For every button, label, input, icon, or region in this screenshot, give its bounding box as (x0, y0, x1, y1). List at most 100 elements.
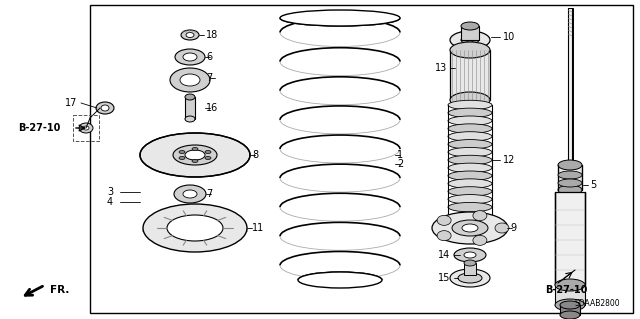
Ellipse shape (473, 211, 487, 221)
Ellipse shape (448, 203, 492, 212)
Ellipse shape (450, 31, 490, 49)
Ellipse shape (437, 215, 451, 225)
Bar (568, 8, 573, 173)
Text: 1: 1 (397, 150, 403, 160)
Text: B-27-10: B-27-10 (545, 285, 588, 295)
Ellipse shape (143, 204, 247, 252)
Ellipse shape (473, 235, 487, 245)
Ellipse shape (179, 151, 185, 153)
Ellipse shape (181, 30, 199, 40)
Ellipse shape (450, 269, 490, 287)
Ellipse shape (173, 145, 217, 165)
Ellipse shape (96, 102, 114, 114)
Bar (73, 115, 99, 141)
Text: 7: 7 (206, 73, 212, 83)
Ellipse shape (432, 212, 508, 244)
Text: 2: 2 (397, 159, 403, 169)
Text: FR.: FR. (50, 285, 69, 295)
Ellipse shape (560, 301, 580, 309)
Ellipse shape (185, 94, 195, 100)
Ellipse shape (448, 171, 492, 181)
Ellipse shape (437, 231, 451, 241)
Ellipse shape (448, 187, 492, 196)
Ellipse shape (558, 171, 582, 179)
Bar (461, 26, 479, 40)
Text: 12: 12 (503, 155, 515, 165)
Ellipse shape (167, 215, 223, 241)
Text: 8: 8 (252, 150, 258, 160)
Ellipse shape (461, 36, 479, 44)
Text: 6: 6 (206, 52, 212, 62)
Text: 18: 18 (206, 30, 218, 40)
Ellipse shape (192, 160, 198, 162)
Text: SDAAB2800: SDAAB2800 (574, 299, 620, 308)
Ellipse shape (183, 53, 197, 61)
Text: 11: 11 (252, 223, 264, 233)
Text: 16: 16 (206, 103, 218, 113)
Ellipse shape (101, 105, 109, 111)
Ellipse shape (558, 185, 582, 195)
Ellipse shape (83, 126, 89, 130)
Ellipse shape (448, 179, 492, 188)
Ellipse shape (170, 68, 210, 92)
Ellipse shape (180, 74, 200, 86)
Text: 4: 4 (107, 197, 113, 207)
Text: 10: 10 (503, 32, 515, 42)
Ellipse shape (280, 10, 400, 26)
Ellipse shape (555, 279, 585, 291)
Text: 13: 13 (435, 63, 447, 73)
Ellipse shape (448, 147, 492, 157)
Ellipse shape (462, 224, 478, 232)
Ellipse shape (185, 116, 195, 122)
Ellipse shape (448, 132, 492, 141)
Ellipse shape (558, 179, 582, 187)
Text: B-27-10: B-27-10 (18, 123, 60, 133)
Ellipse shape (205, 157, 211, 160)
Bar (555, 192, 585, 285)
Ellipse shape (448, 124, 492, 133)
Ellipse shape (448, 116, 492, 125)
Ellipse shape (448, 108, 492, 118)
Ellipse shape (558, 160, 582, 170)
Bar (464, 263, 476, 275)
Ellipse shape (555, 299, 585, 311)
Ellipse shape (454, 248, 486, 262)
Text: 7: 7 (206, 189, 212, 199)
Ellipse shape (79, 123, 93, 133)
Ellipse shape (450, 42, 490, 58)
Text: 5: 5 (590, 180, 596, 190)
Ellipse shape (448, 155, 492, 165)
Ellipse shape (458, 273, 482, 283)
Bar (558, 165, 582, 190)
Text: 3: 3 (107, 187, 113, 197)
Ellipse shape (448, 195, 492, 204)
Text: 9: 9 (510, 223, 516, 233)
Ellipse shape (448, 100, 492, 110)
Ellipse shape (448, 140, 492, 149)
Ellipse shape (174, 185, 206, 203)
Bar (90, 5, 633, 313)
Ellipse shape (466, 38, 474, 42)
Bar (560, 305, 580, 315)
Ellipse shape (495, 223, 509, 233)
Ellipse shape (192, 147, 198, 151)
Ellipse shape (205, 151, 211, 153)
Text: 15: 15 (438, 273, 451, 283)
Ellipse shape (186, 33, 194, 38)
Text: 14: 14 (438, 250, 451, 260)
Ellipse shape (298, 272, 382, 288)
Ellipse shape (183, 190, 197, 198)
Ellipse shape (464, 260, 476, 266)
Bar (555, 285, 585, 305)
Ellipse shape (140, 133, 250, 177)
Ellipse shape (452, 220, 488, 236)
Ellipse shape (448, 163, 492, 173)
Ellipse shape (175, 49, 205, 65)
Ellipse shape (464, 252, 476, 258)
Text: 17: 17 (65, 98, 77, 108)
Ellipse shape (461, 22, 479, 30)
Bar (185, 97, 195, 119)
Bar (450, 50, 490, 100)
Ellipse shape (450, 92, 490, 108)
Ellipse shape (560, 311, 580, 319)
